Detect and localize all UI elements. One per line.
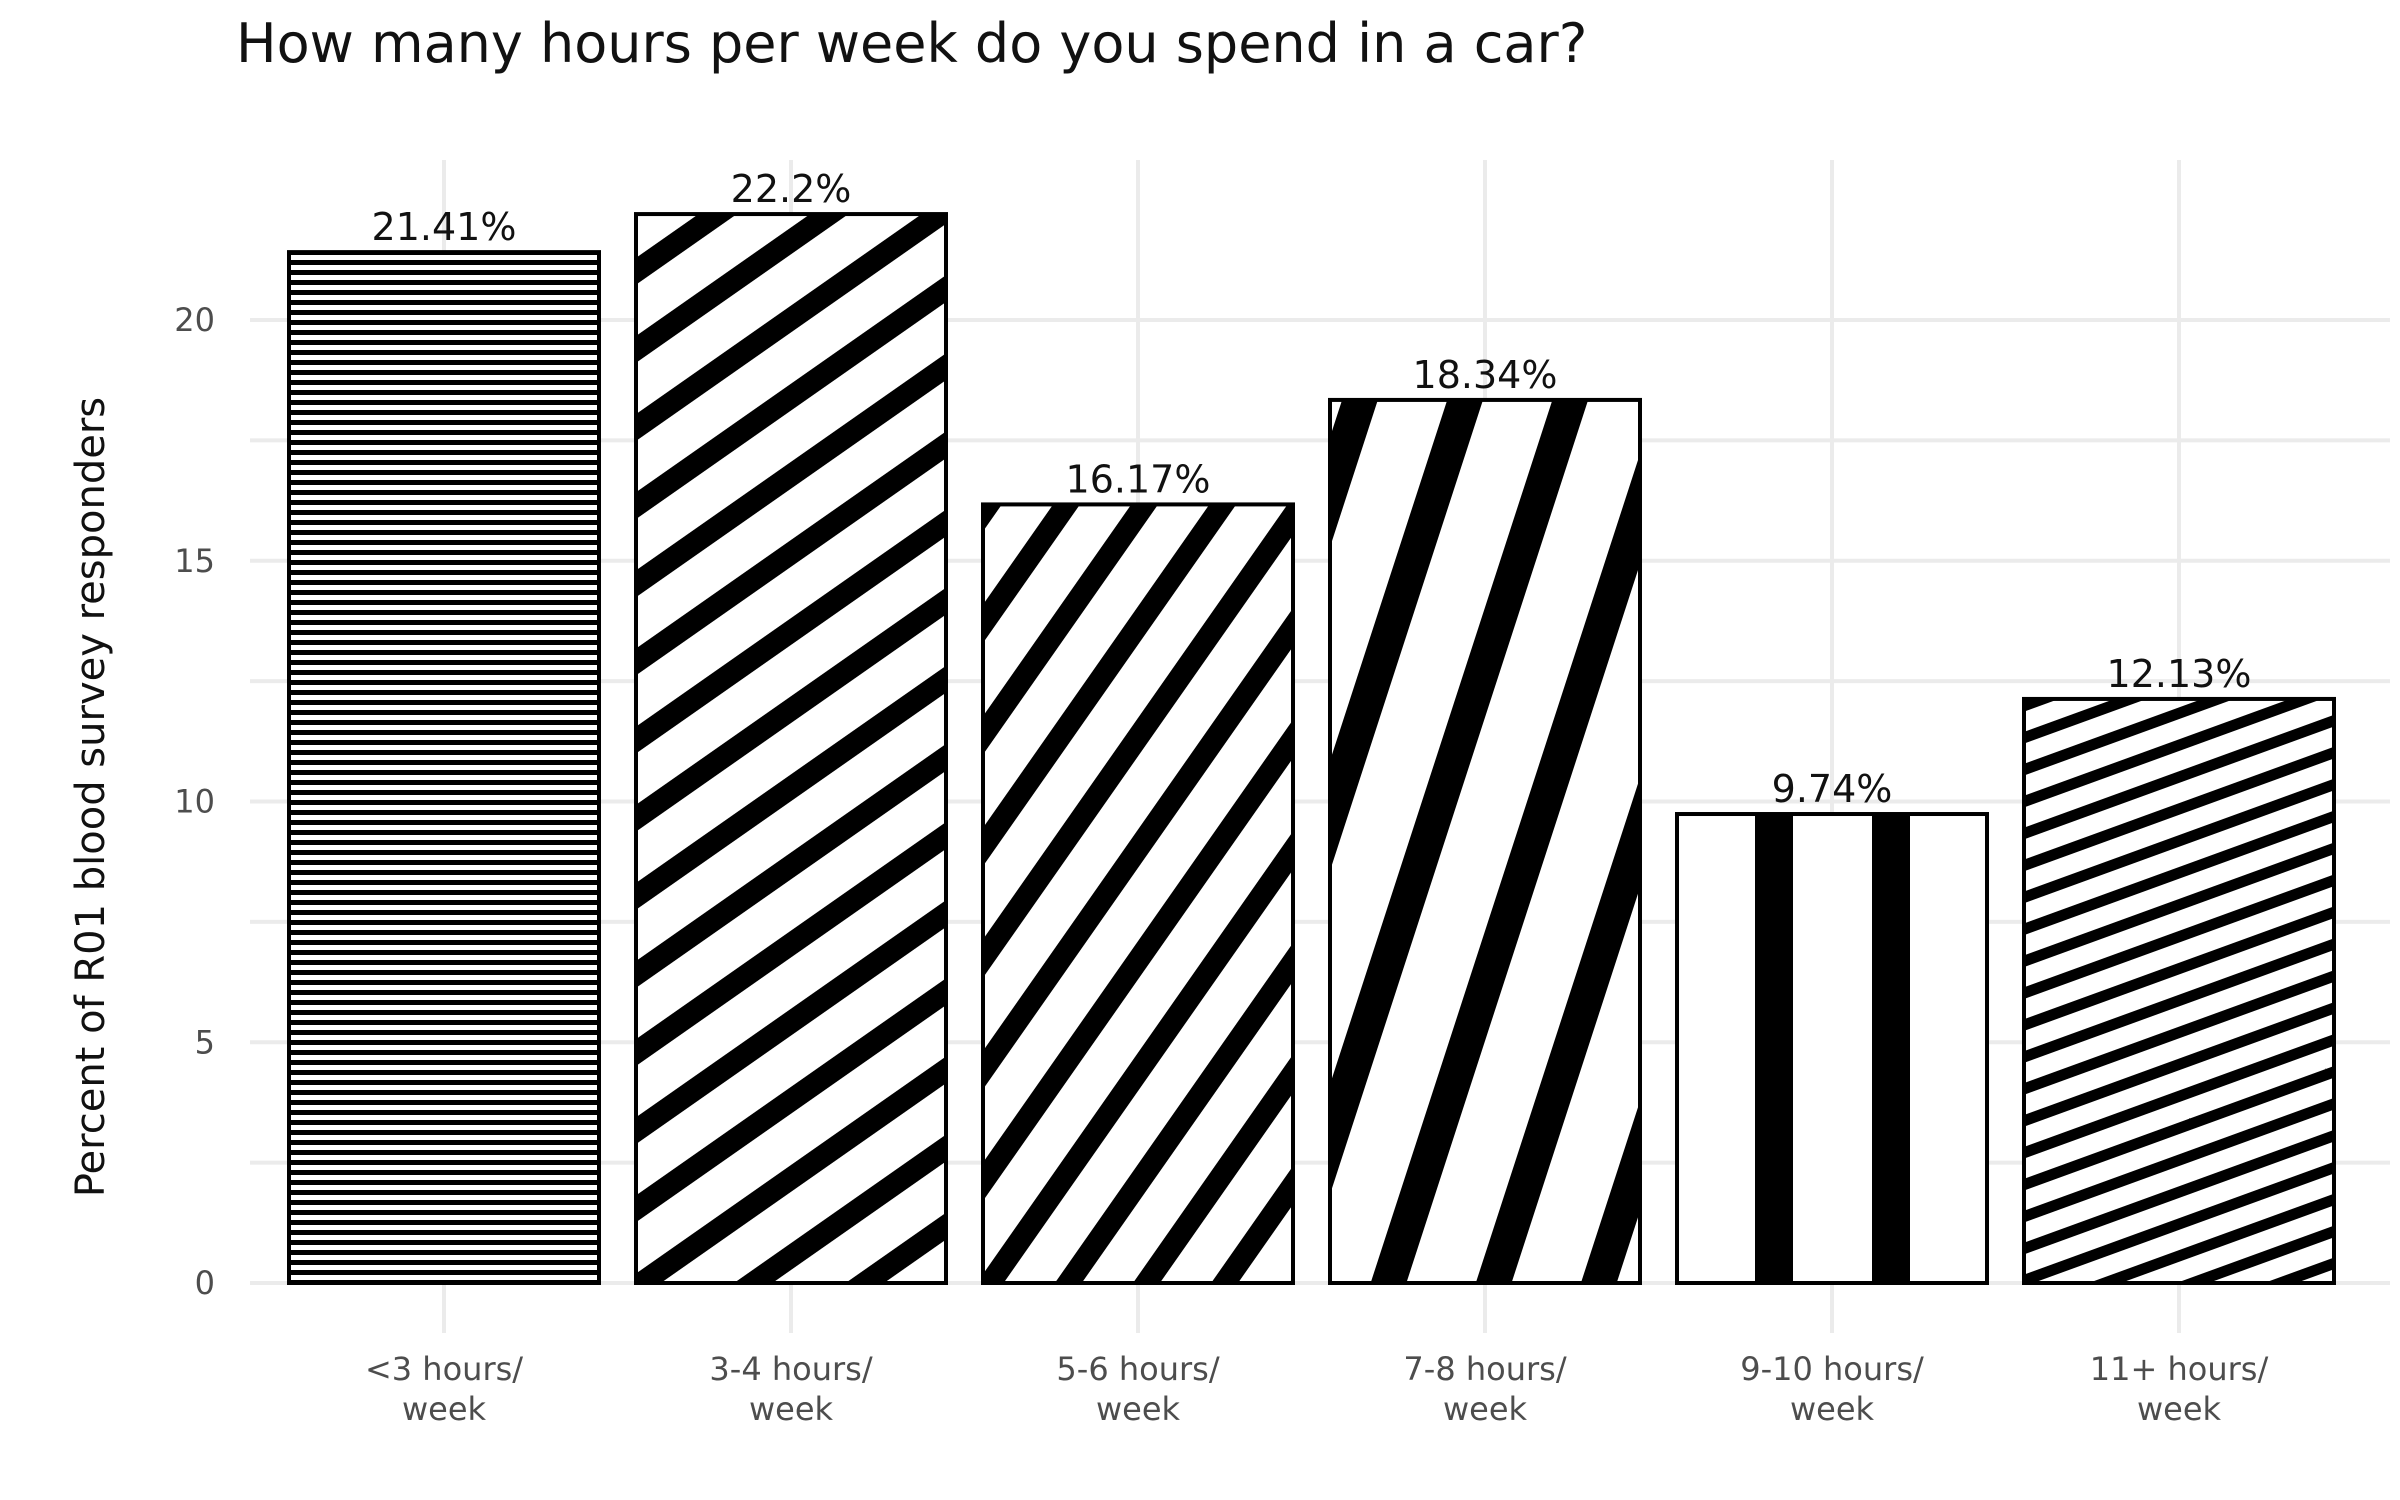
- bar: [634, 212, 948, 1286]
- x-tick-label: 3-4 hours/week: [709, 1350, 872, 1428]
- x-tick-label: 5-6 hours/week: [1056, 1350, 1219, 1428]
- data-label: 18.34%: [1413, 353, 1558, 397]
- y-tick-label: 0: [195, 1264, 215, 1302]
- data-label: 21.41%: [372, 205, 517, 249]
- bars: [287, 212, 2336, 1286]
- bar: [287, 250, 601, 1285]
- data-label: 22.2%: [731, 167, 852, 211]
- x-axis-ticks: <3 hours/week 3-4 hours/week 5-6 hours/wee…: [365, 1350, 2268, 1428]
- data-label: 16.17%: [1066, 457, 1211, 501]
- x-tick-label: 9-10 hours/week: [1740, 1350, 1924, 1428]
- y-tick-label: 20: [174, 301, 215, 339]
- x-tick-label: 11+ hours/week: [2090, 1350, 2269, 1428]
- y-axis-ticks: 0 5 10 15 20: [174, 301, 215, 1302]
- bar: [2022, 696, 2336, 1285]
- y-tick-label: 10: [174, 783, 215, 821]
- y-tick-label: 5: [195, 1023, 215, 1061]
- data-labels: 21.41% 22.2% 16.17% 18.34% 9.74% 12.13%: [372, 167, 2252, 811]
- data-label: 12.13%: [2107, 652, 2252, 696]
- data-label: 9.74%: [1772, 767, 1893, 811]
- y-axis-title: Percent of R01 blood survey responders: [68, 397, 114, 1197]
- y-tick-label: 15: [174, 542, 215, 580]
- x-tick-label: <3 hours/week: [365, 1350, 523, 1428]
- chart-title: How many hours per week do you spend in …: [236, 12, 1587, 75]
- bar: [1328, 397, 1642, 1285]
- x-tick-label: 7-8 hours/week: [1403, 1350, 1566, 1428]
- bar: [1675, 812, 1989, 1285]
- bar: [981, 502, 1295, 1285]
